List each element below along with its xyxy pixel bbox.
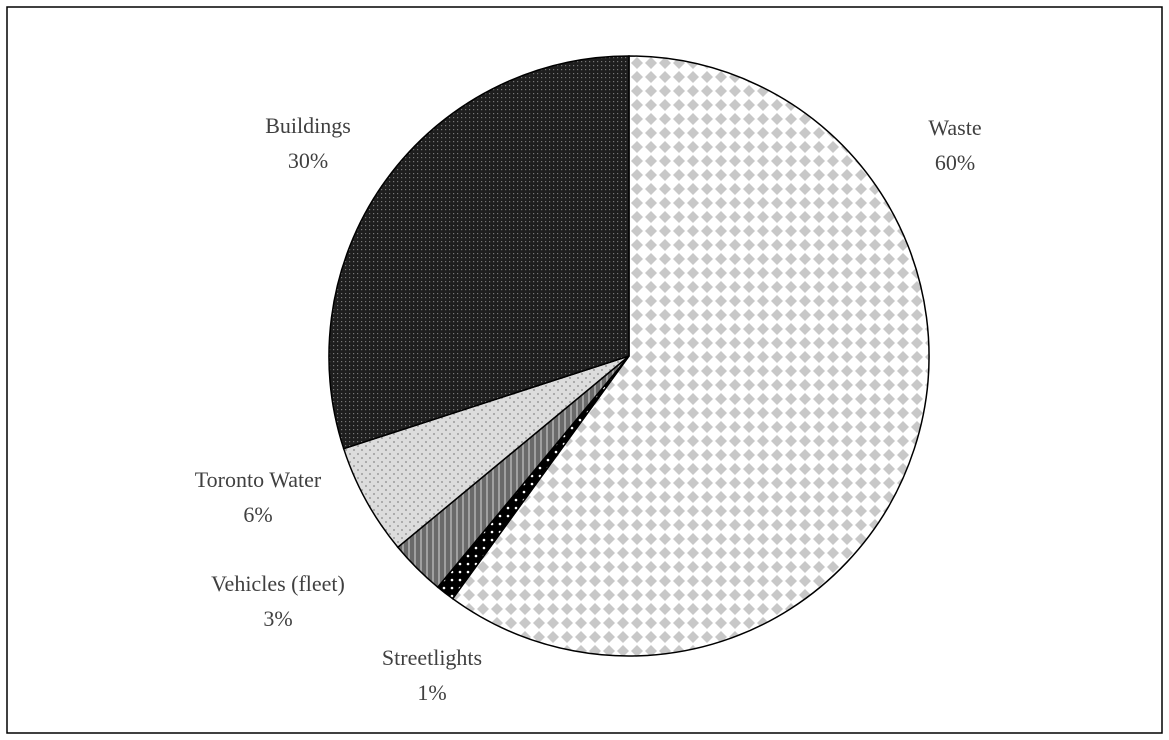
slice-value-label: 3%	[263, 606, 292, 631]
pie-slice	[328, 55, 630, 450]
pie-slice	[451, 55, 930, 657]
slice-value-label: 30%	[288, 148, 328, 173]
slice-label: Toronto Water	[195, 467, 322, 492]
slice-label: Streetlights	[382, 645, 482, 670]
slice-value-label: 60%	[935, 150, 975, 175]
slice-value-label: 6%	[243, 502, 272, 527]
slice-value-label: 1%	[417, 680, 446, 705]
slice-label: Waste	[928, 115, 981, 140]
slice-label: Vehicles (fleet)	[211, 571, 345, 596]
slice-label: Buildings	[265, 113, 351, 138]
